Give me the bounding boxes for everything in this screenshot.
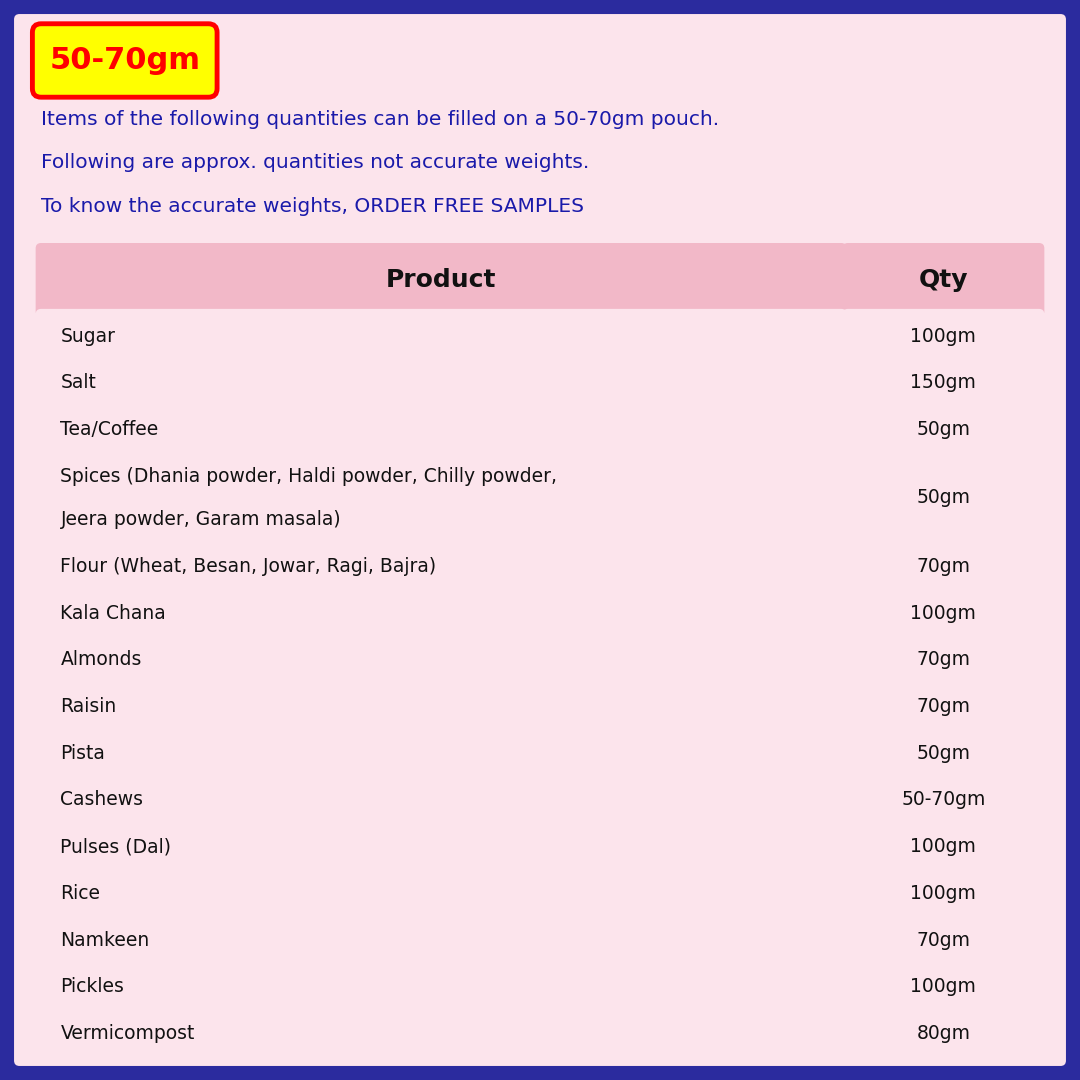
FancyBboxPatch shape [842,449,1044,546]
Text: 100gm: 100gm [910,837,976,856]
FancyBboxPatch shape [842,309,1044,363]
FancyBboxPatch shape [14,14,1066,1066]
FancyBboxPatch shape [36,913,847,968]
Text: Jeera powder, Garam masala): Jeera powder, Garam masala) [60,510,341,529]
FancyBboxPatch shape [842,539,1044,594]
Text: Product: Product [386,268,497,292]
Text: 100gm: 100gm [910,883,976,903]
Text: 100gm: 100gm [910,977,976,996]
Text: Salt: Salt [60,374,96,392]
Text: 50gm: 50gm [917,744,971,762]
Text: Pulses (Dal): Pulses (Dal) [60,837,172,856]
Text: Qty: Qty [919,268,968,292]
Text: Raisin: Raisin [60,697,117,716]
Text: 80gm: 80gm [917,1024,971,1043]
Text: Namkeen: Namkeen [60,931,150,949]
Text: 50-70gm: 50-70gm [50,46,200,75]
Text: 70gm: 70gm [917,931,971,949]
Text: To know the accurate weights, ORDER FREE SAMPLES: To know the accurate weights, ORDER FREE… [41,197,584,216]
Text: Almonds: Almonds [60,650,141,670]
Text: Sugar: Sugar [60,326,116,346]
FancyBboxPatch shape [842,726,1044,781]
Text: 150gm: 150gm [910,374,976,392]
FancyBboxPatch shape [36,866,847,920]
Text: Kala Chana: Kala Chana [60,604,166,622]
FancyBboxPatch shape [36,243,847,316]
FancyBboxPatch shape [36,960,847,1014]
Text: 50-70gm: 50-70gm [901,791,986,809]
FancyBboxPatch shape [36,726,847,781]
Text: 70gm: 70gm [917,650,971,670]
Text: 70gm: 70gm [917,557,971,576]
FancyBboxPatch shape [842,866,1044,920]
FancyBboxPatch shape [842,633,1044,687]
FancyBboxPatch shape [36,1007,847,1061]
FancyBboxPatch shape [36,679,847,733]
Text: 100gm: 100gm [910,604,976,622]
FancyBboxPatch shape [36,820,847,874]
FancyBboxPatch shape [842,355,1044,409]
Text: Spices (Dhania powder, Haldi powder, Chilly powder,: Spices (Dhania powder, Haldi powder, Chi… [60,467,557,486]
Text: Items of the following quantities can be filled on a 50-70gm pouch.: Items of the following quantities can be… [41,110,719,130]
FancyBboxPatch shape [36,403,847,457]
Text: Pickles: Pickles [60,977,124,996]
Text: Flour (Wheat, Besan, Jowar, Ragi, Bajra): Flour (Wheat, Besan, Jowar, Ragi, Bajra) [60,557,436,576]
FancyBboxPatch shape [842,1007,1044,1061]
FancyBboxPatch shape [36,586,847,640]
FancyBboxPatch shape [842,586,1044,640]
FancyBboxPatch shape [32,24,217,97]
Text: Vermicompost: Vermicompost [60,1024,194,1043]
Text: Following are approx. quantities not accurate weights.: Following are approx. quantities not acc… [41,153,590,173]
FancyBboxPatch shape [842,773,1044,827]
Text: Cashews: Cashews [60,791,144,809]
Text: Tea/Coffee: Tea/Coffee [60,420,159,438]
FancyBboxPatch shape [36,355,847,409]
FancyBboxPatch shape [842,243,1044,316]
FancyBboxPatch shape [36,539,847,594]
Text: 50gm: 50gm [917,420,971,438]
FancyBboxPatch shape [842,960,1044,1014]
FancyBboxPatch shape [842,820,1044,874]
Text: 70gm: 70gm [917,697,971,716]
FancyBboxPatch shape [842,913,1044,968]
Text: 50gm: 50gm [917,488,971,508]
FancyBboxPatch shape [36,449,847,546]
FancyBboxPatch shape [842,403,1044,457]
Text: Rice: Rice [60,883,100,903]
FancyBboxPatch shape [36,309,847,363]
FancyBboxPatch shape [36,773,847,827]
Text: 100gm: 100gm [910,326,976,346]
FancyBboxPatch shape [36,633,847,687]
Text: Pista: Pista [60,744,106,762]
FancyBboxPatch shape [842,679,1044,733]
